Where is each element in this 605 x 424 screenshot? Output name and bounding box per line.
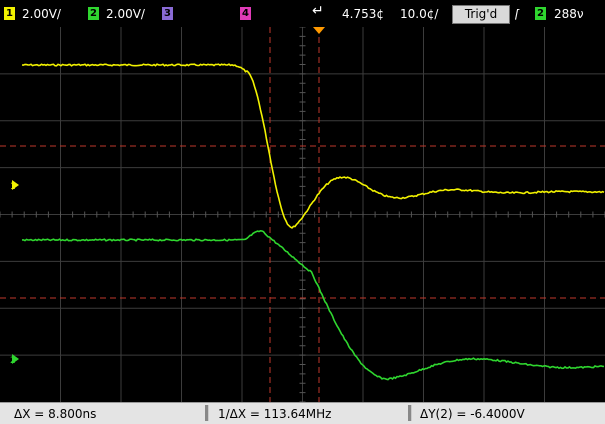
waveform-display[interactable]: 1 2 [0,27,605,402]
graticule [0,27,605,402]
delta-x-readout: ΔX = 8.800ns [14,407,97,421]
channel-1-scale[interactable]: 2.00V/ [22,7,61,21]
trigger-position-icon[interactable] [313,27,325,34]
timebase-scale[interactable]: 10.0¢/ [400,7,439,21]
channel-1-ground-marker[interactable]: 1 [10,180,19,192]
channel-2-badge[interactable]: 2 [88,7,99,20]
waveform-canvas: 1 2 [0,27,605,402]
channel-3-badge[interactable]: 3 [162,7,173,20]
inverse-delta-x-readout: 1/ΔX = 113.64MHz [218,407,332,421]
svg-text:1: 1 [10,182,16,192]
rising-edge-icon[interactable]: ⌈ [515,7,520,21]
channel-2-ground-marker[interactable]: 2 [10,354,19,366]
trigger-marker-icon: ↵ [312,3,324,19]
horizontal-delay[interactable]: 4.753¢ [342,7,384,21]
measurement-cursors [0,27,605,402]
trigger-level[interactable]: 288ν [554,7,584,21]
channel-2-trace [22,229,605,381]
channel-2-scale[interactable]: 2.00V/ [106,7,145,21]
trigger-status: Trig'd [452,5,510,24]
separator [408,405,412,421]
status-bar: 1 2.00V/ 2 2.00V/ 3 4 ↵ 4.753¢ 10.0¢/ Tr… [0,0,605,27]
trigger-source-badge[interactable]: 2 [535,7,546,20]
separator [205,405,209,421]
channel-1-trace [21,63,605,229]
channel-4-badge[interactable]: 4 [240,7,251,20]
delta-y-readout: ΔY(2) = -6.4000V [420,407,525,421]
svg-text:2: 2 [10,356,16,366]
channel-1-badge[interactable]: 1 [4,7,15,20]
measurement-bar: ΔX = 8.800ns 1/ΔX = 113.64MHz ΔY(2) = -6… [0,402,605,424]
